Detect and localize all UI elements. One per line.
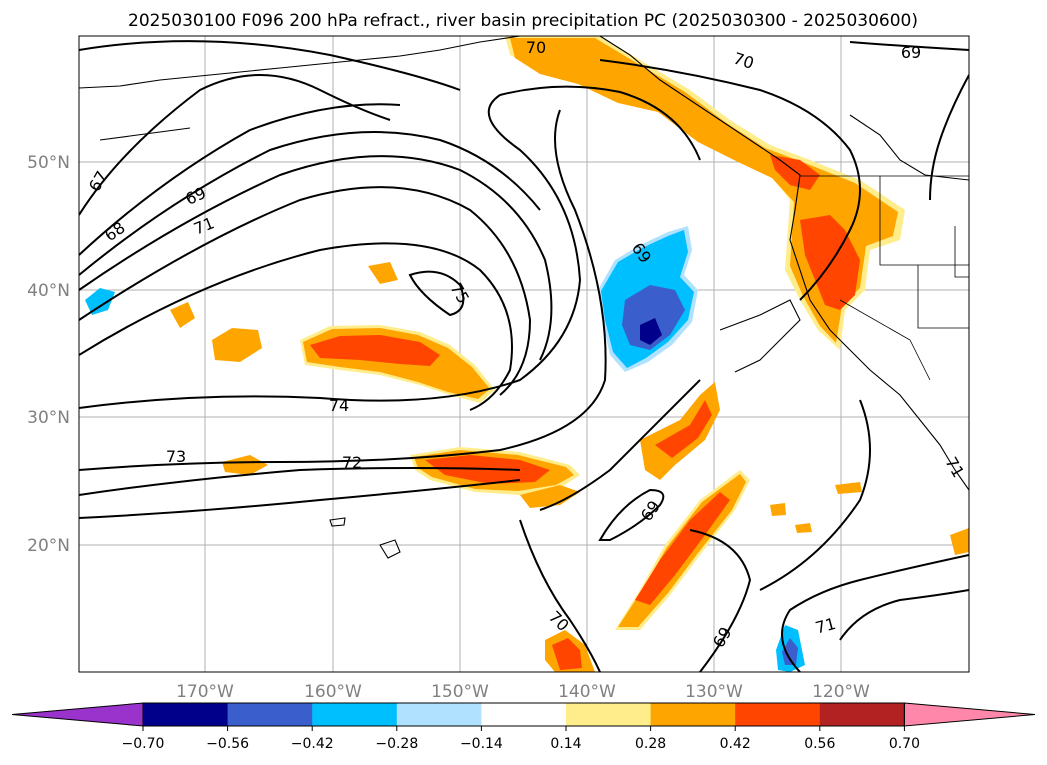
lat-label-20n: 20°N: [27, 536, 70, 556]
lon-label-130w: 130°W: [685, 682, 743, 702]
precip-region-bc-red: [770, 155, 820, 190]
graticule: [79, 36, 969, 672]
colorbar-tick-label: −0.42: [291, 736, 334, 752]
colorbar-segment: [819, 703, 905, 726]
colorbar-segment: [481, 703, 567, 726]
contour-label-71-southeast: 71: [813, 614, 838, 638]
precip-region-negative-southeast-mid: [782, 638, 798, 665]
lon-label-170w: 170°W: [176, 682, 234, 702]
colorbar-tick-label: 0.42: [720, 736, 751, 752]
map-frame: [78, 35, 970, 673]
political-borders: [800, 175, 969, 381]
contour-label-74: 74: [329, 396, 349, 415]
colorbar-segment: [227, 703, 313, 726]
precip-region-diagonal-south-red: [635, 492, 730, 605]
contour-label-72: 72: [342, 453, 362, 472]
refractivity-contours: [79, 40, 969, 672]
map-plot-area: [79, 36, 969, 672]
colorbar-segment: [312, 703, 398, 726]
colorbar-extend-high: [903, 702, 1036, 727]
colorbar-frame: [142, 702, 905, 727]
precip-region-subtropical-west: [222, 455, 268, 475]
precipitation-shading: [85, 36, 969, 672]
colorbar-tick-label: 0.28: [635, 736, 666, 752]
coastlines: [79, 36, 969, 559]
precip-region-west-dot-1: [170, 302, 195, 328]
precip-region-negative-main-mid: [622, 285, 685, 350]
colorbar-tick-label: −0.14: [460, 736, 503, 752]
colorbar-tick-label: 0.56: [804, 736, 835, 752]
colorbar-tick-label: 0.14: [550, 736, 581, 752]
lon-label-140w: 140°W: [558, 682, 616, 702]
colorbar-segment: [143, 703, 229, 726]
lon-label-150w: 150°W: [431, 682, 489, 702]
colorbar-segment: [396, 703, 482, 726]
lat-label-50n: 50°N: [27, 153, 70, 173]
contour-label-73: 73: [166, 447, 186, 466]
colorbar-segment: [735, 703, 821, 726]
contour-label-69-northeast: 69: [901, 43, 921, 62]
colorbar-segment: [650, 703, 736, 726]
precip-region-subtropical-lower: [520, 485, 580, 508]
lat-label-30n: 30°N: [27, 408, 70, 428]
longitude-labels: 170°W 160°W 150°W 140°W 130°W 120°W: [176, 682, 870, 702]
colorbar-segment: [566, 703, 652, 726]
lat-label-40n: 40°N: [27, 281, 70, 301]
colorbar-tick-label: −0.70: [122, 736, 165, 752]
colorbar-tick-label: −0.56: [206, 736, 249, 752]
precip-region-negative-main-navy: [640, 318, 662, 345]
latitude-labels: 50°N 40°N 30°N 20°N: [27, 153, 70, 556]
precip-region-south-blob-red: [552, 638, 582, 670]
precip-region-bc-coast-orange: [510, 38, 898, 343]
contour-label-70-north: 70: [526, 38, 546, 57]
colorbar: −0.70 −0.56 −0.42 −0.28 −0.14 0.14 0.28 0.42 0.5…: [11, 702, 1036, 752]
precip-region-west-small: [212, 328, 262, 362]
precip-region-negative-west: [85, 288, 115, 315]
colorbar-extend-low: [11, 702, 144, 727]
precip-region-central-pacific-red: [310, 335, 440, 366]
figure-title: 2025030100 F096 200 hPa refract., river …: [128, 11, 918, 31]
colorbar-tick-label: −0.28: [375, 736, 418, 752]
precip-region-diagonal-north-red: [655, 400, 712, 458]
lon-label-120w: 120°W: [812, 682, 870, 702]
colorbar-tick-label: 0.70: [889, 736, 920, 752]
lon-label-160w: 160°W: [304, 682, 362, 702]
precip-region-west-dot-2: [368, 262, 398, 284]
